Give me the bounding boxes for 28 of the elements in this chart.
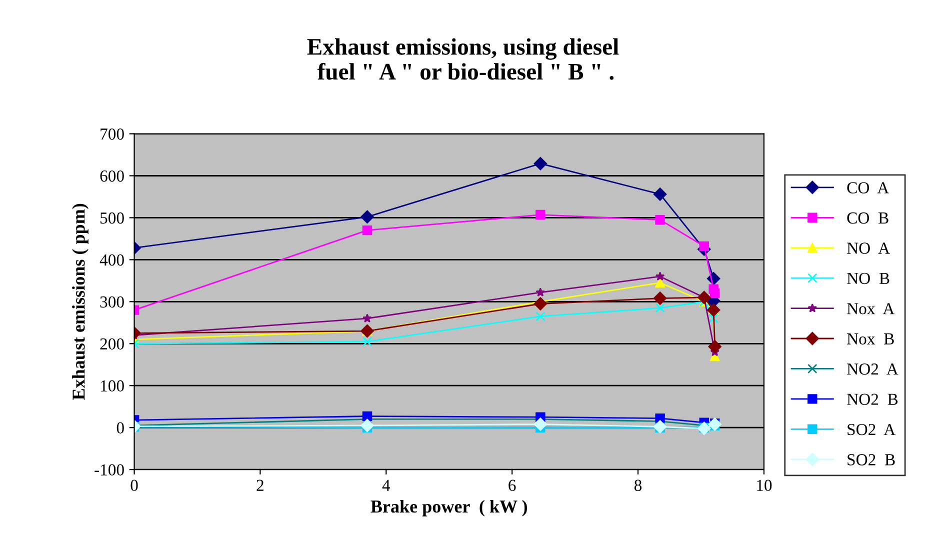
y-tick-label: 400 <box>100 254 124 266</box>
x-tick-label: 6 <box>508 480 516 492</box>
legend-label: NO2 B <box>847 394 898 405</box>
x-tick-label: 10 <box>757 480 772 492</box>
legend-label: CO A <box>847 182 890 194</box>
legend-label: NO2 A <box>847 364 898 375</box>
y-tick-label: 600 <box>100 170 124 182</box>
y-tick-label: 100 <box>101 380 124 392</box>
legend-label: Nox A <box>847 303 895 314</box>
y-axis-title: Exhaust emissions ( ppm) <box>72 204 88 400</box>
legend-label: Nox B <box>847 333 894 344</box>
y-tick-label: 0 <box>116 422 124 434</box>
legend-label: CO B <box>847 212 888 224</box>
x-tick-label: 4 <box>382 480 390 491</box>
y-tick-label: -100 <box>94 464 124 476</box>
x-tick-label: 8 <box>634 480 642 492</box>
legend-label: SO2 A <box>848 424 896 436</box>
x-axis-title: Brake power ( kW ) <box>370 500 527 516</box>
chart-title: Exhaust emissions, using diesel fuel " A " or bio-diesel " B " . <box>307 38 619 80</box>
legend-label: SO2 B <box>848 454 895 466</box>
y-tick-label: 300 <box>100 296 124 308</box>
y-tick-label: 200 <box>100 338 124 350</box>
legend-label: NO A <box>847 242 890 254</box>
x-tick-label: 2 <box>256 480 264 491</box>
y-tick-label: 500 <box>100 212 124 224</box>
x-tick-label: 0 <box>130 480 138 492</box>
legend-label: NO B <box>847 272 890 284</box>
y-tick-label: 700 <box>100 128 124 140</box>
